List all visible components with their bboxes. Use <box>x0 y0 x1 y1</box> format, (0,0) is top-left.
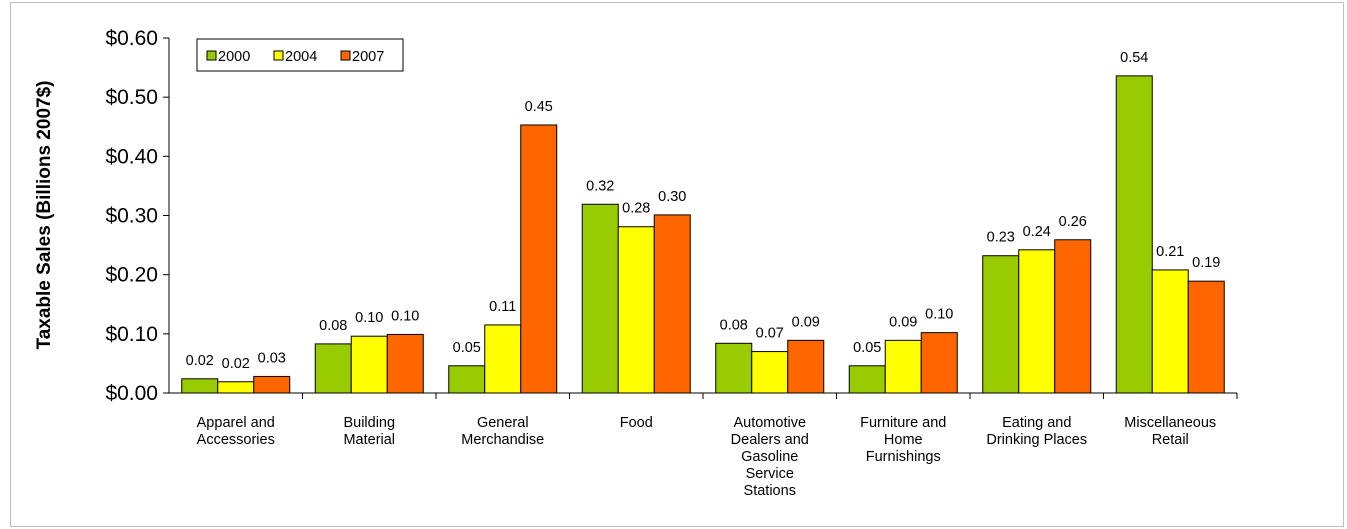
bar-2000 <box>848 365 886 394</box>
x-category-label: Miscellaneous Retail <box>1124 415 1216 448</box>
data-label: 0.11 <box>489 299 516 315</box>
data-label: 0.26 <box>1059 214 1087 230</box>
y-tick-label: $0.60 <box>105 27 158 50</box>
x-category-label: Building Material <box>343 415 395 448</box>
bar-2007 <box>787 339 825 394</box>
data-label: 0.10 <box>391 308 419 324</box>
bar-2004 <box>751 351 789 394</box>
data-label: 0.02 <box>186 353 214 369</box>
bar-2007 <box>1187 280 1225 394</box>
legend-swatch-2007 <box>340 50 351 61</box>
data-label: 0.02 <box>222 356 250 372</box>
legend-label-2004: 2004 <box>285 49 317 65</box>
bar-chart: $0.00 $0.10 $0.20 $0.30 $0.40 $0.50 $0.60 Taxab… <box>34 27 1238 499</box>
bar-2007 <box>1054 239 1092 394</box>
y-tick-label: $0.50 <box>105 86 158 109</box>
legend-label-2000: 2000 <box>218 49 250 65</box>
bar-2000 <box>181 378 219 394</box>
bar-2000 <box>314 343 352 394</box>
data-label: 0.24 <box>1023 224 1051 240</box>
data-label: 0.09 <box>889 314 917 330</box>
legend-swatch-2004 <box>273 50 284 61</box>
bar-2004 <box>1151 269 1189 394</box>
data-label: 0.19 <box>1192 255 1220 271</box>
x-category-label: Apparel and Accessories <box>197 415 275 448</box>
data-label: 0.32 <box>586 178 614 194</box>
data-label: 0.54 <box>1120 50 1148 66</box>
x-category-label: Eating and Drinking Places <box>986 415 1087 448</box>
data-label: 0.08 <box>720 317 748 333</box>
bar-2004 <box>884 339 922 394</box>
data-label: 0.10 <box>355 310 383 326</box>
y-tick-label: $0.30 <box>105 205 158 228</box>
x-category-label: Automotive Dealers and Gasoline Service Stat… <box>731 415 809 499</box>
data-label: 0.09 <box>792 314 820 330</box>
bar-2000 <box>982 255 1020 394</box>
data-label: 0.03 <box>258 350 286 366</box>
bar-2007 <box>653 214 691 394</box>
x-category-label: Furniture and Home Furnishings <box>860 415 946 465</box>
bar-2000 <box>1115 75 1153 394</box>
data-label: 0.23 <box>987 230 1015 246</box>
y-axis-title: Taxable Sales (Billions 2007$) <box>34 81 55 350</box>
legend-swatch-2000 <box>206 50 217 61</box>
data-label: 0.10 <box>925 307 953 323</box>
data-label: 0.45 <box>525 99 553 115</box>
bar-2007 <box>520 124 558 394</box>
bar-2007 <box>920 332 958 394</box>
chart-area: $0.00 $0.10 $0.20 $0.30 $0.40 $0.50 $0.60 Taxab… <box>10 2 1344 527</box>
bar-2000 <box>715 342 753 394</box>
data-label: 0.07 <box>756 326 784 342</box>
bar-2004 <box>484 324 522 394</box>
bar-2007 <box>253 375 291 394</box>
legend-box <box>196 38 404 72</box>
bar-2000 <box>448 365 486 394</box>
x-category-label: Food <box>620 415 653 431</box>
data-label: 0.28 <box>622 201 650 217</box>
bar-2004 <box>1018 249 1056 394</box>
y-tick-label: $0.00 <box>105 382 158 405</box>
bar-2007 <box>386 333 424 394</box>
legend-label-2007: 2007 <box>352 49 384 65</box>
bar-2004 <box>350 335 388 394</box>
y-tick-label: $0.10 <box>105 323 158 346</box>
y-tick-label: $0.20 <box>105 264 158 287</box>
data-label: 0.21 <box>1156 244 1184 260</box>
data-label: 0.05 <box>853 340 881 356</box>
data-label: 0.05 <box>453 340 481 356</box>
data-label: 0.30 <box>658 189 686 205</box>
bar-2000 <box>581 203 619 394</box>
bar-2004 <box>617 226 655 394</box>
y-tick-label: $0.40 <box>105 145 158 168</box>
bar-2004 <box>217 381 255 394</box>
data-label: 0.08 <box>319 318 347 334</box>
x-category-label: General Merchandise <box>461 415 544 448</box>
